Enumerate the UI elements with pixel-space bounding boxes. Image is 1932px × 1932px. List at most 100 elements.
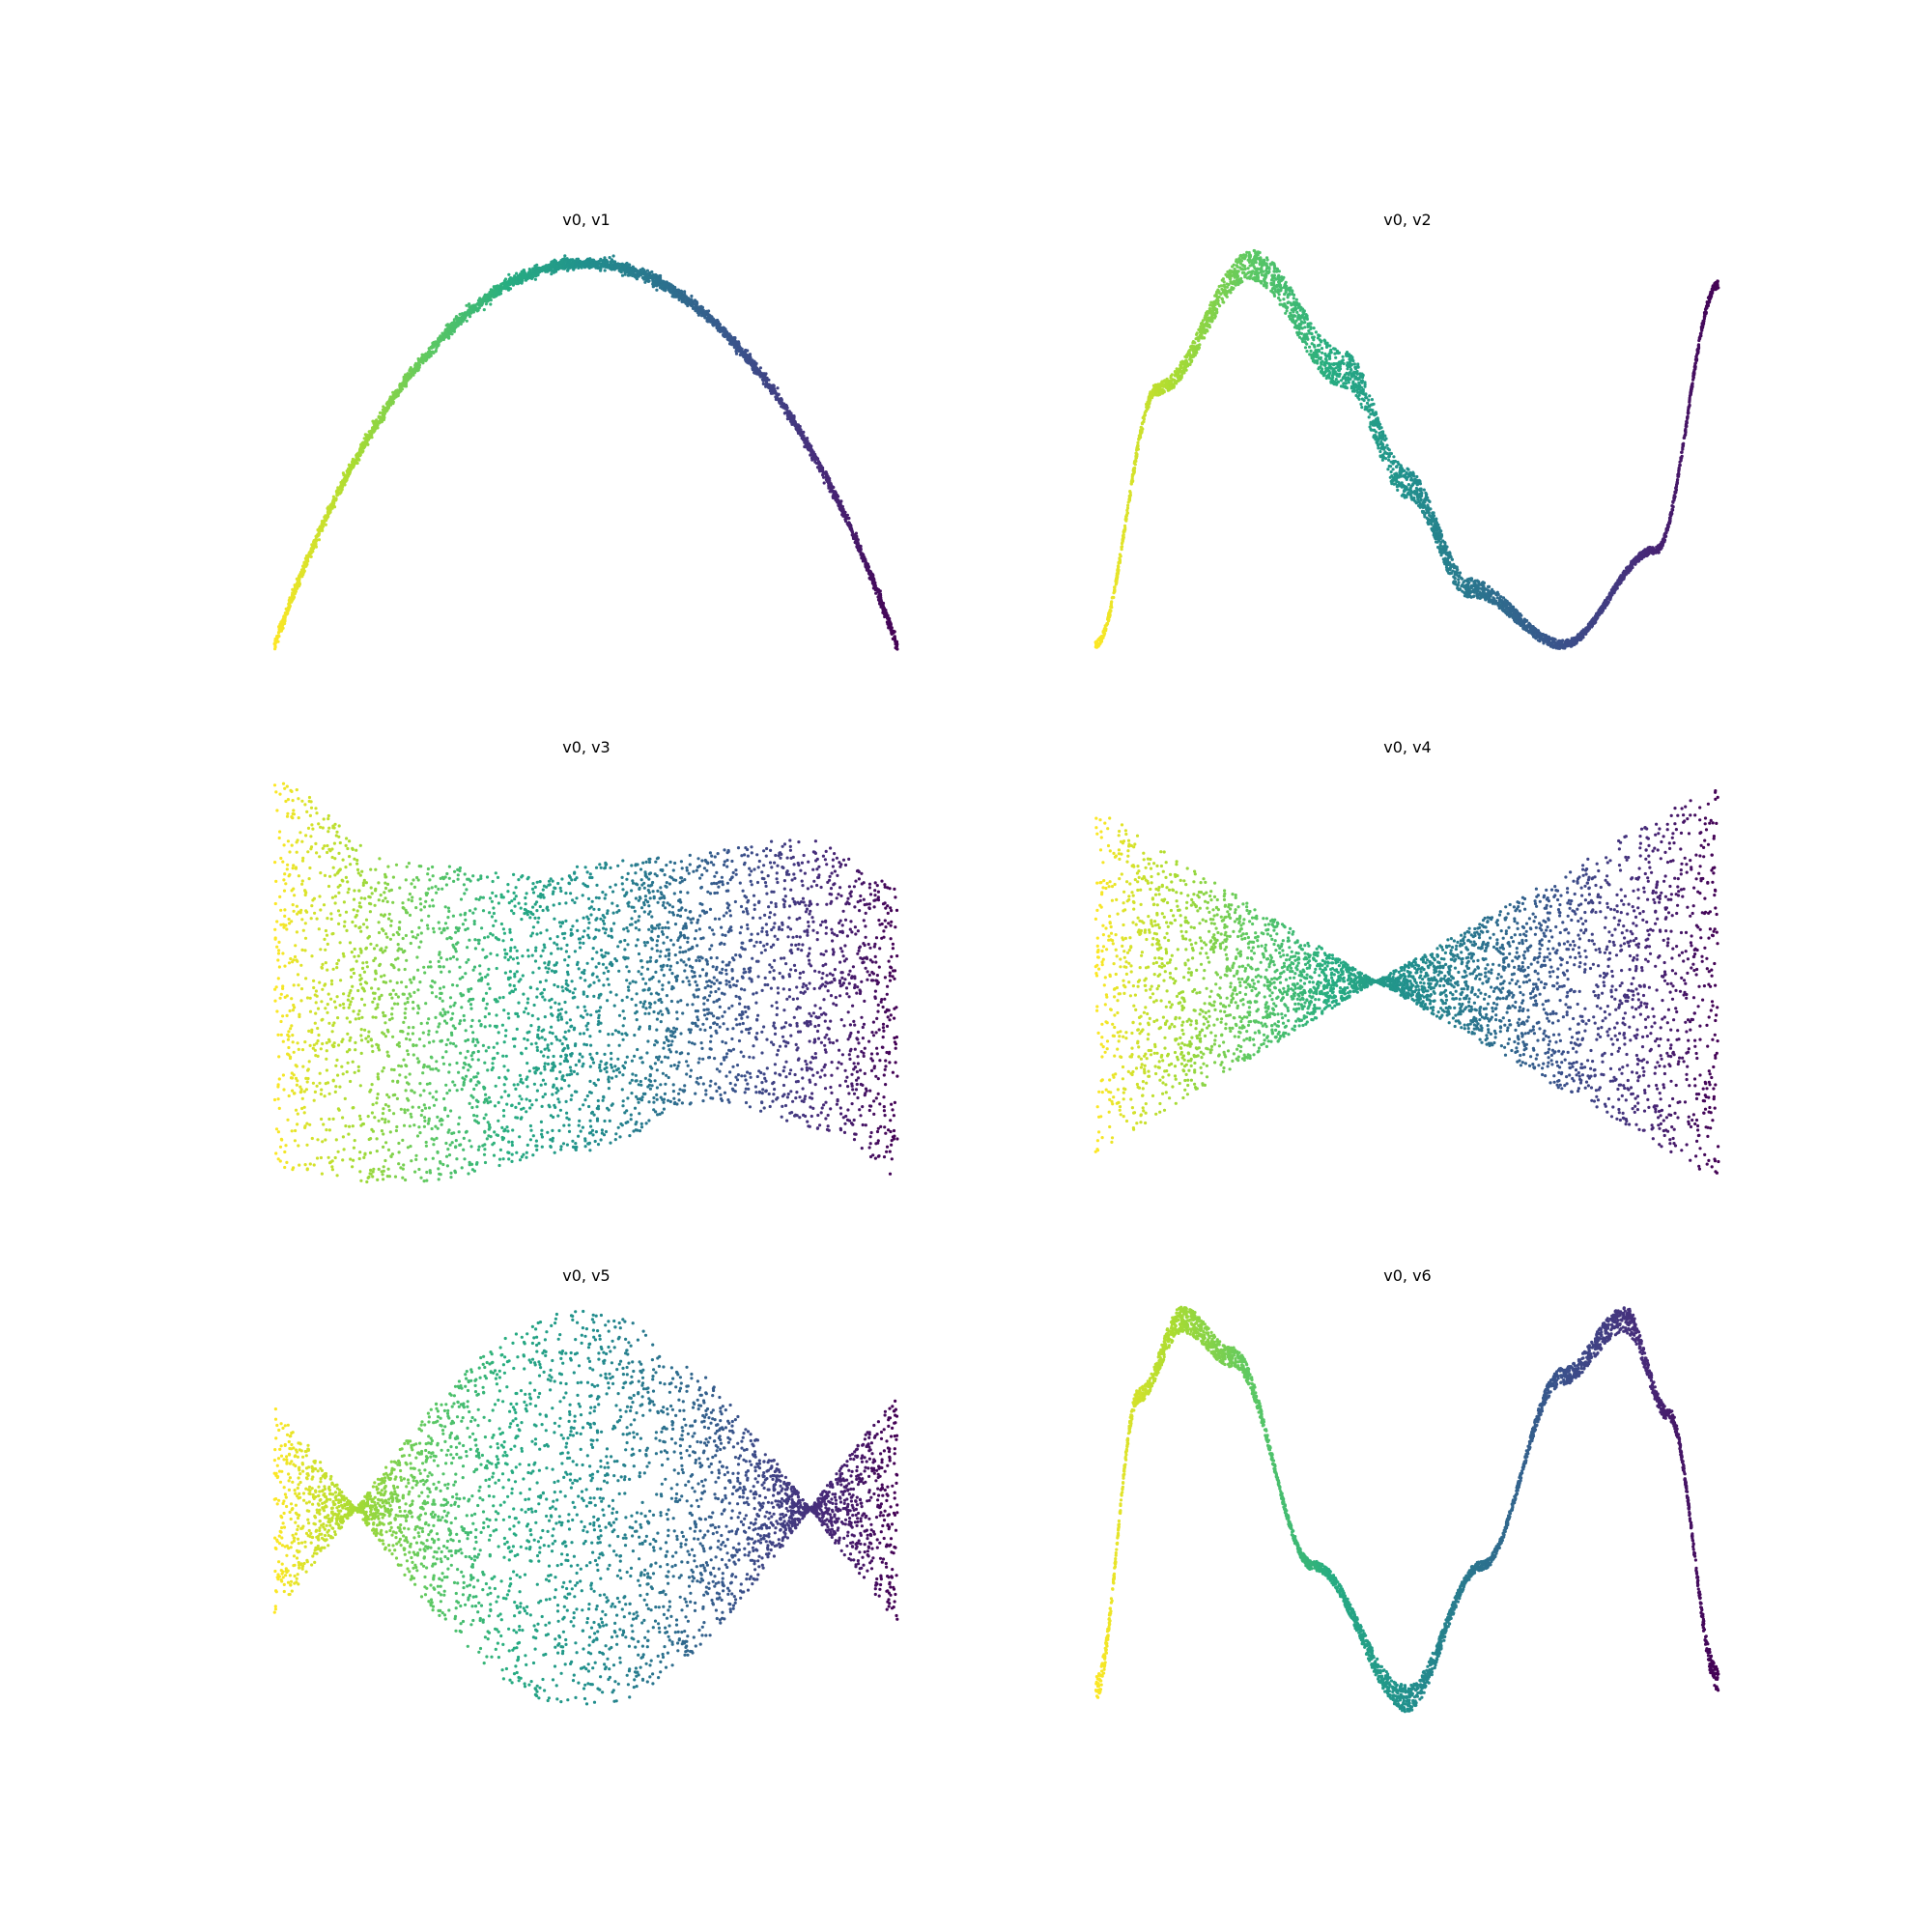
scatter-point — [393, 394, 397, 398]
scatter-point — [804, 438, 809, 441]
scatter-point — [620, 273, 625, 277]
scatter-point — [843, 519, 848, 524]
scatter-point — [406, 376, 410, 381]
scatter-point — [736, 340, 741, 344]
scatter-point — [670, 295, 674, 298]
scatter-point — [388, 400, 393, 404]
scatter-point — [546, 266, 551, 270]
scatter-point — [478, 297, 482, 300]
scatter-point — [394, 388, 398, 393]
scatter-point — [531, 270, 535, 273]
scatter-point — [881, 604, 886, 609]
scatter-point — [850, 533, 854, 537]
scatter-point — [613, 260, 617, 264]
scatter-point — [610, 262, 613, 266]
scatter-point — [604, 261, 608, 265]
scatter-point — [297, 578, 300, 582]
scatter-point — [398, 387, 402, 391]
scatter-point — [420, 360, 424, 364]
scatter-point — [442, 335, 446, 339]
scatter-point — [523, 270, 526, 273]
scatter-point — [793, 424, 797, 428]
scatter-point — [382, 405, 385, 409]
scatter-point — [761, 382, 765, 385]
scatter-point — [465, 313, 469, 317]
scatter-point — [378, 411, 383, 414]
scatter-point — [611, 254, 615, 258]
scatter-point — [543, 265, 547, 269]
scatter-point — [342, 473, 346, 477]
scatter-point — [762, 374, 766, 378]
scatter-point — [850, 530, 855, 534]
scatter-point — [401, 384, 406, 387]
scatter-point — [894, 641, 897, 645]
scatter-point — [337, 487, 341, 491]
scatter-point — [453, 325, 458, 328]
scatter-point — [1405, 470, 1408, 474]
scatter-point — [1415, 474, 1419, 479]
scatter-point — [729, 338, 734, 342]
scatter-point — [1406, 468, 1410, 471]
scatter-point — [588, 257, 592, 261]
scatter-point — [299, 569, 304, 574]
scatter-point — [421, 357, 425, 361]
scatter-point — [686, 303, 690, 308]
scatter-point — [1312, 327, 1316, 330]
scatter-point — [724, 327, 727, 331]
scatter-point — [483, 295, 488, 299]
scatter-point — [772, 384, 776, 387]
scatter-point — [315, 533, 319, 538]
scatter-point — [807, 443, 810, 447]
scatter-point — [1309, 326, 1313, 329]
scatter-point — [286, 610, 290, 613]
scatter-point — [317, 538, 321, 542]
scatter-point — [1374, 430, 1378, 434]
scatter-point — [347, 469, 351, 473]
scatter-point — [625, 261, 629, 266]
scatter-point — [701, 308, 705, 312]
scatter-point — [561, 267, 565, 270]
scatter-point — [273, 644, 277, 648]
scatter-point — [493, 290, 497, 294]
scatter-point — [440, 331, 444, 335]
panel-title-v0-v1: v0, v1 — [562, 211, 610, 229]
scatter-point — [278, 629, 282, 633]
scatter-point — [550, 272, 554, 276]
scatter-point — [507, 272, 511, 276]
scatter-point — [314, 539, 319, 543]
scatter-point — [576, 257, 581, 261]
scatter-point — [1298, 308, 1302, 312]
scatter-point — [724, 331, 727, 335]
scatter-point — [827, 481, 831, 485]
scatter-point — [631, 270, 635, 274]
scatter-point — [514, 280, 519, 284]
scatter-point — [533, 277, 538, 281]
scatter-point — [359, 442, 363, 447]
scatter-point — [873, 586, 877, 591]
scatter-point — [301, 564, 305, 568]
scatter-point — [689, 300, 693, 304]
scatter-point — [651, 278, 655, 283]
scatter-point — [1314, 330, 1318, 334]
scatter-point — [801, 431, 805, 435]
scatter-point — [1360, 381, 1364, 384]
scatter-point — [753, 365, 757, 370]
scatter-point — [516, 275, 520, 279]
scatter-point — [332, 505, 337, 509]
scatter-point — [571, 258, 575, 262]
scatter-point — [287, 598, 291, 603]
scatter-point — [659, 283, 663, 287]
scatter-point — [803, 444, 807, 449]
scatter-point — [304, 554, 309, 558]
scatter-point — [1457, 578, 1461, 582]
scatter-point — [790, 418, 794, 422]
scatter-point — [810, 451, 813, 455]
scatter-point — [446, 327, 450, 331]
scatter-point — [455, 322, 459, 326]
scatter-point — [584, 260, 588, 264]
scatter-point — [324, 514, 327, 518]
scatter-point — [340, 484, 345, 488]
scatter-point — [690, 294, 694, 298]
scatter-point — [738, 353, 742, 356]
scatter-point — [858, 550, 862, 554]
